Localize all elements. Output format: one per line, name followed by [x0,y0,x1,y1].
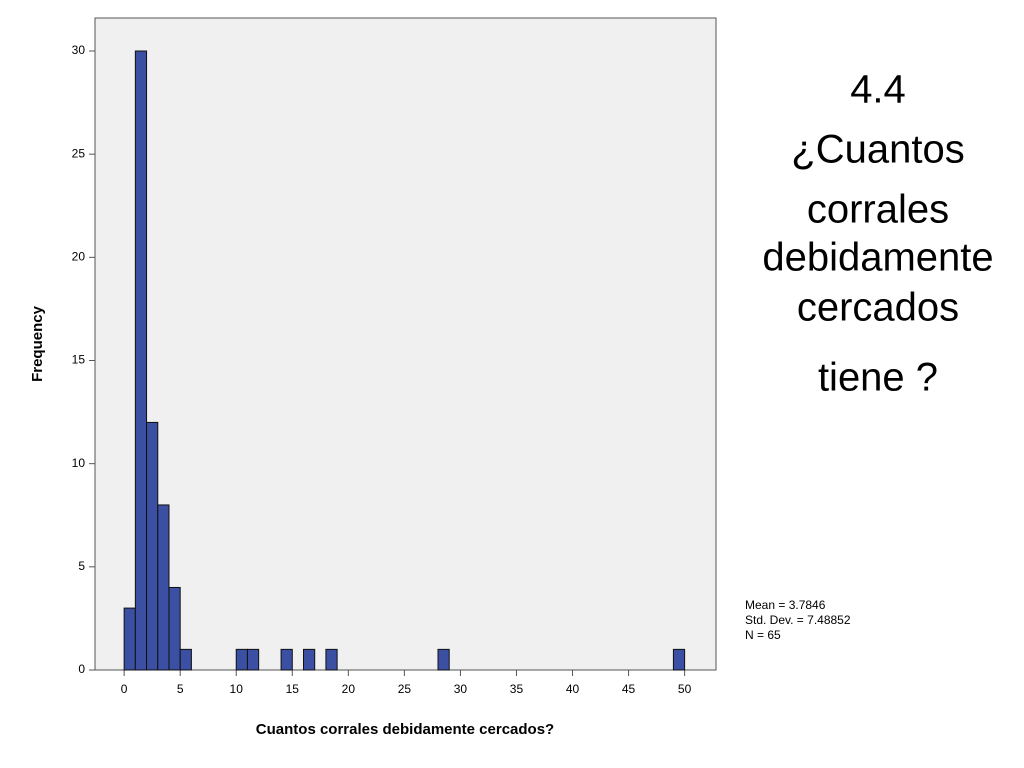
y-tick-label: 25 [72,146,86,160]
y-tick-label: 10 [72,456,86,470]
bar [134,50,148,671]
x-tick-label: 25 [398,682,412,696]
bar [157,504,170,671]
bar [168,586,181,671]
y-tick-label: 30 [72,43,86,57]
side-title: tiene ? [818,356,938,400]
bar [179,648,192,671]
x-tick-label: 35 [510,682,524,696]
plot-area [94,17,717,671]
y-axis-label: Frequency [29,305,46,382]
stats-annotation: N = 65 [745,628,781,642]
x-axis-label: Cuantos corrales debidamente cercados? [256,721,554,738]
bar [325,648,338,671]
side-title: cercados [797,286,959,330]
bar [235,648,248,671]
x-tick-label: 30 [454,682,468,696]
x-tick-label: 15 [286,682,300,696]
x-tick-label: 10 [230,682,244,696]
bar [123,607,136,671]
x-tick-label: 0 [121,682,128,696]
y-tick-label: 5 [78,559,85,573]
side-title: ¿Cuantos [791,128,964,172]
y-tick-label: 0 [78,662,85,676]
y-tick-label: 15 [72,353,86,367]
side-title: 4.4 [850,68,906,112]
bar [246,648,260,671]
x-tick-label: 5 [177,682,184,696]
side-title: debidamente [762,236,993,280]
stats-annotation: Std. Dev. = 7.48852 [745,613,851,627]
bar [672,648,686,671]
x-tick-label: 50 [678,682,692,696]
bar [437,648,450,671]
bar [280,648,293,671]
y-tick-label: 20 [72,250,86,264]
bar [146,421,159,671]
side-title: corrales [807,188,949,232]
bar [302,648,316,671]
stats-annotation: Mean = 3.7846 [745,598,826,612]
x-tick-label: 45 [622,682,636,696]
x-tick-label: 20 [342,682,356,696]
x-tick-label: 40 [566,682,580,696]
